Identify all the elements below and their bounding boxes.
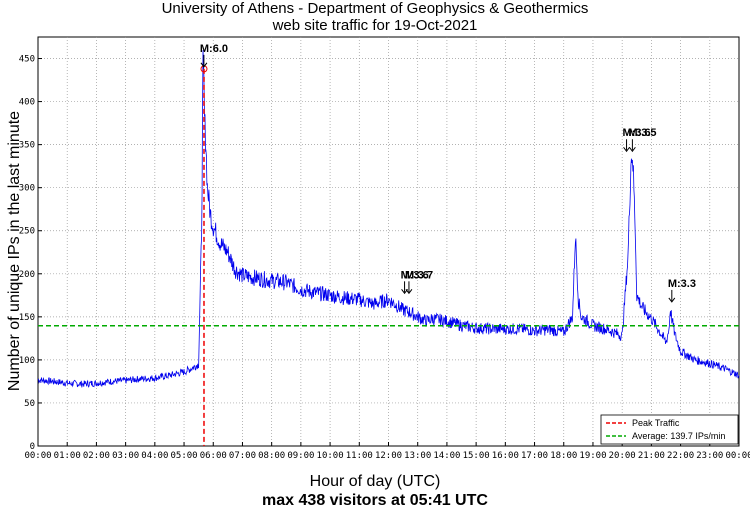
event-label: M:3.6 (401, 269, 429, 281)
legend-box (600, 414, 739, 445)
event-arrow-head (628, 146, 636, 153)
series-layer (37, 50, 740, 388)
x-tick-label: 13:00 (404, 451, 431, 461)
x-tick-label: 16:00 (492, 451, 519, 461)
y-tick-label: 150 (19, 313, 35, 323)
y-tick-label: 250 (19, 227, 35, 237)
y-tick-label: 200 (19, 270, 35, 280)
legend: Peak Traffic Average: 139.7 IPs/min (600, 414, 739, 445)
x-tick-label: 04:00 (141, 451, 168, 461)
event-label: M:3.5 (628, 127, 656, 139)
event-label: M:3.7 (405, 269, 433, 281)
x-tick-label: 22:00 (667, 451, 694, 461)
x-tick-label: 10:00 (317, 451, 344, 461)
traffic-series-line (37, 50, 740, 388)
x-tick-label: 00:00 (725, 451, 750, 461)
legend-peak-label: Peak Traffic (632, 418, 680, 428)
x-tick-label: 11:00 (346, 451, 373, 461)
x-tick-label: 00:00 (24, 451, 51, 461)
y-tick-label: 0 (30, 442, 35, 452)
x-tick-label: 17:00 (521, 451, 548, 461)
y-tick-label: 50 (24, 399, 35, 409)
y-tick-label: 100 (19, 356, 35, 366)
chart-title: University of Athens - Department of Geo… (161, 0, 589, 17)
x-tick-label: 18:00 (550, 451, 577, 461)
event-label: M:6.0 (200, 43, 228, 55)
grid (38, 37, 739, 446)
x-tick-label: 02:00 (83, 451, 110, 461)
x-tick-label: 08:00 (258, 451, 285, 461)
legend-average-label: Average: 139.7 IPs/min (632, 431, 725, 441)
event-arrow-head (405, 289, 413, 295)
x-tick-label: 23:00 (696, 451, 723, 461)
event-label: M:3.3 (668, 278, 696, 290)
x-tick-label: 03:00 (112, 451, 139, 461)
x-tick-label: 06:00 (200, 451, 227, 461)
traffic-chart: M:6.0M:3.6M:3.7M:3.6M:3.5M:3.3 00:00 01:0… (19, 36, 750, 461)
x-tick-label: 07:00 (229, 451, 256, 461)
x-axis-sublabel: max 438 visitors at 05:41 UTC (262, 492, 488, 509)
x-tick-label: 21:00 (638, 451, 665, 461)
chart-subtitle: web site traffic for 19-Oct-2021 (272, 17, 478, 34)
y-tick-label: 300 (19, 184, 35, 194)
event-label: M:3.6 (623, 127, 651, 139)
x-tick-label: 20:00 (609, 451, 636, 461)
y-tick-label: 400 (19, 98, 35, 108)
event-arrow-head (668, 297, 676, 303)
axes: 00:00 01:00 02:00 03:00 04:00 05:00 06:00 07:00… (19, 55, 750, 461)
x-axis-label: Hour of day (UTC) (309, 473, 441, 490)
x-tick-label: 14:00 (433, 451, 460, 461)
y-tick-label: 450 (19, 55, 35, 65)
x-tick-label: 19:00 (579, 451, 606, 461)
y-tick-label: 350 (19, 141, 35, 151)
x-tick-label: 01:00 (54, 451, 81, 461)
event-arrow-head (200, 62, 208, 68)
x-tick-label: 15:00 (463, 451, 490, 461)
event-arrow-head (623, 146, 630, 153)
annotations: M:6.0M:3.6M:3.7M:3.6M:3.5M:3.3 (200, 43, 696, 303)
x-tick-label: 12:00 (375, 451, 402, 461)
x-tick-label: 09:00 (287, 451, 314, 461)
x-tick-label: 05:00 (170, 451, 197, 461)
y-axis-label: Number of unique IPs in the last minute (6, 110, 23, 392)
